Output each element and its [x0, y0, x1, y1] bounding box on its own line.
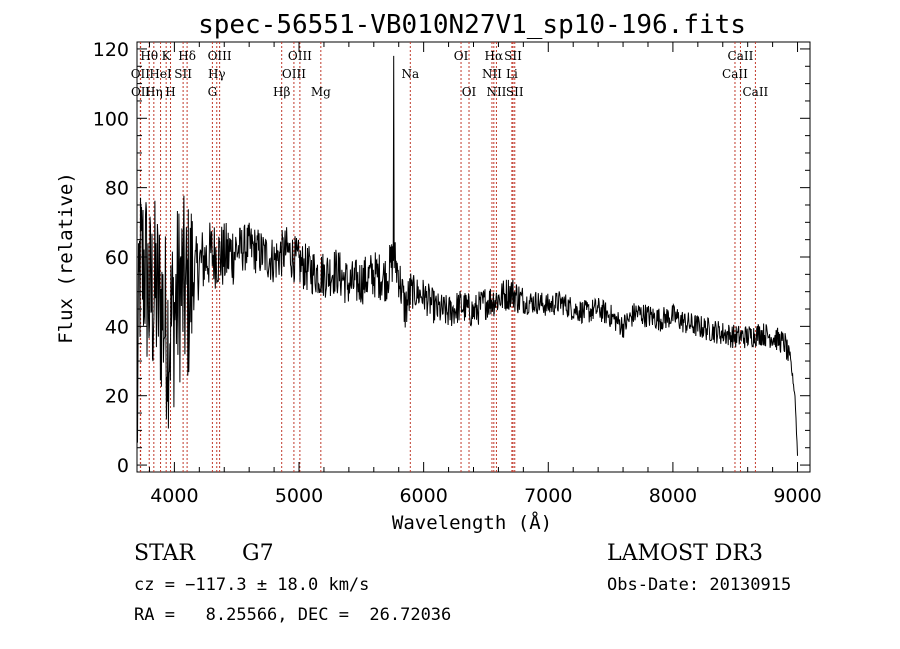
spectral-line-label: OII [131, 85, 151, 99]
spectral-line-label: Mg [311, 85, 331, 99]
spectral-line-label: Hγ [208, 67, 226, 81]
spectral-line-label: OIII [208, 49, 232, 63]
spectral-line-label: HeI [149, 67, 172, 81]
x-tick-label: 9000 [773, 485, 821, 507]
x-tick-label: 6000 [399, 485, 447, 507]
y-tick-label: 60 [105, 247, 129, 269]
x-tick-label: 4000 [150, 485, 198, 507]
subclass: G7 [242, 541, 274, 566]
x-axis-ticks: 4000 5000 6000 7000 8000 9000 [148, 42, 822, 507]
spectral-line-label: CaII [722, 67, 748, 81]
spectral-line-label: Hθ [140, 49, 158, 63]
x-tick-label: 7000 [524, 485, 572, 507]
x-axis-label: Wavelength (Å) [392, 511, 552, 534]
spectral-line-label: OIII [288, 49, 312, 63]
redshift-velocity: cz = −117.3 ± 18.0 km/s [134, 575, 369, 595]
spectral-line-label: Hα [485, 49, 504, 63]
spectral-line-label: Hδ [178, 49, 196, 63]
coordinates: RA = 8.25566, DEC = 26.72036 [134, 605, 451, 625]
spectrum-layer [136, 55, 798, 456]
spectral-line-label: SII [504, 49, 522, 63]
y-tick-label: 0 [117, 455, 129, 477]
spectral-line-label: OI [454, 49, 469, 63]
spectral-line-label: OI [462, 85, 477, 99]
spectral-line-label: CaII [742, 85, 768, 99]
y-tick-label: 20 [105, 386, 129, 408]
spectral-line-label: SII [506, 85, 524, 99]
spectral-line-label: SII [174, 67, 192, 81]
observation-date: Obs-Date: 20130915 [607, 575, 791, 595]
spectral-line-label: Hη [145, 85, 163, 99]
spectral-line-label: H [165, 85, 175, 99]
survey-name: LAMOST DR3 [607, 541, 763, 566]
y-tick-label: 100 [93, 108, 129, 130]
y-tick-label: 80 [105, 178, 129, 200]
y-tick-label: 120 [93, 39, 129, 61]
spectral-line-label: OIII [282, 67, 306, 81]
spectral-line-label: Na [401, 67, 419, 81]
y-tick-label: 40 [105, 316, 129, 338]
spectral-line-label: CaII [728, 49, 754, 63]
spectral-line-label: K [162, 49, 172, 63]
spectral-line-label: NII [486, 85, 506, 99]
y-axis-label: Flux (relative) [55, 172, 77, 344]
x-tick-label: 8000 [649, 485, 697, 507]
object-type: STAR [134, 541, 196, 566]
spectral-line-label: Li [506, 67, 518, 81]
x-tick-label: 5000 [275, 485, 323, 507]
spectral-line-label: Hβ [273, 85, 290, 99]
spectral-line-label: NII [482, 67, 502, 81]
y-axis-ticks: 0 20 40 60 80 100 120 [93, 39, 810, 477]
spectral-line-label: OII [131, 67, 151, 81]
plot-frame [136, 41, 811, 473]
spectrum-line [136, 55, 798, 456]
chart-title: spec-56551-VB010N27V1_sp10-196.fits [198, 10, 746, 40]
spectral-line-label: G [208, 85, 218, 99]
